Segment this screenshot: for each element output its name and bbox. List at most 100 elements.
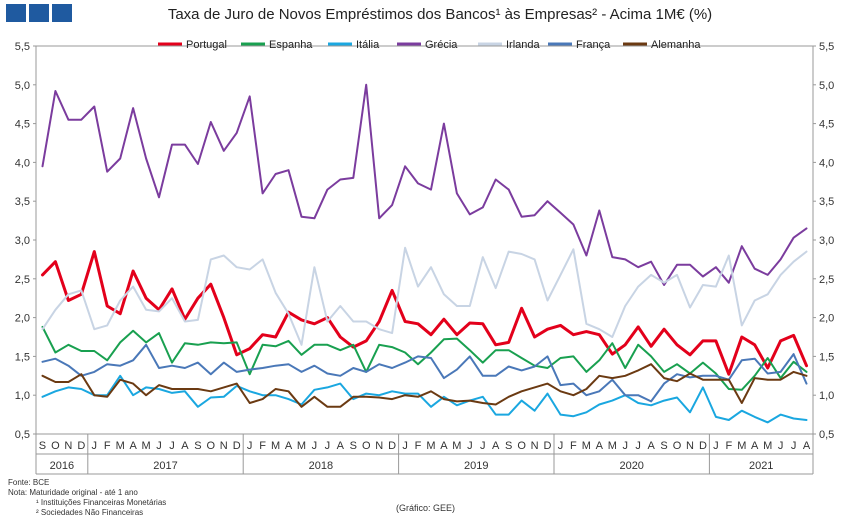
legend-label: Itália <box>356 39 380 51</box>
y-tick-label-right: 4,0 <box>819 157 834 169</box>
y-tick-label-left: 2,5 <box>15 274 30 286</box>
y-tick-label-right: 5,0 <box>819 80 834 92</box>
x-month-label: J <box>622 440 628 452</box>
x-month-label: S <box>194 440 201 452</box>
footnote-source: Fonte: BCE <box>8 478 50 487</box>
x-month-label: M <box>116 440 125 452</box>
x-month-label: A <box>647 440 655 452</box>
x-month-label: M <box>452 440 461 452</box>
chart-credit: (Gráfico: GEE) <box>396 503 456 513</box>
logo-block <box>52 4 72 22</box>
x-month-label: O <box>362 440 371 452</box>
x-year-label: 2016 <box>50 460 74 472</box>
logo-block <box>29 4 49 22</box>
x-month-label: J <box>92 440 98 452</box>
y-tick-label-right: 3,5 <box>819 196 834 208</box>
footnote-2: ² Sociedades Não Financeiras <box>36 508 144 517</box>
x-month-label: A <box>803 440 811 452</box>
x-month-label: A <box>751 440 759 452</box>
x-month-label: A <box>492 440 500 452</box>
legend-label: Espanha <box>269 39 313 51</box>
x-month-label: D <box>233 440 241 452</box>
series-line-portugal <box>41 250 808 376</box>
x-month-label: J <box>312 440 318 452</box>
x-month-label: M <box>763 440 772 452</box>
y-tick-label-left: 5,0 <box>15 80 30 92</box>
y-tick-label-right: 0,5 <box>819 429 834 441</box>
legend-label: Portugal <box>186 39 227 51</box>
logo-block <box>6 4 26 22</box>
series-line-franca <box>41 343 808 403</box>
y-tick-label-left: 4,5 <box>15 119 30 131</box>
x-month-label: F <box>570 440 577 452</box>
y-tick-label-right: 3,0 <box>819 235 834 247</box>
x-month-label: J <box>156 440 162 452</box>
x-month-label: M <box>297 440 306 452</box>
y-tick-label-left: 3,5 <box>15 196 30 208</box>
y-tick-label-left: 4,0 <box>15 157 30 169</box>
x-month-label: F <box>415 440 422 452</box>
x-month-label: J <box>402 440 408 452</box>
y-tick-label-left: 5,5 <box>15 41 30 53</box>
x-year-label: 2019 <box>464 460 488 472</box>
series-line-alemanha <box>41 363 808 408</box>
legend-label: Alemanha <box>651 39 701 51</box>
y-tick-label-right: 2,5 <box>819 274 834 286</box>
x-month-label: A <box>181 440 189 452</box>
x-month-label: J <box>169 440 175 452</box>
x-month-label: M <box>141 440 150 452</box>
y-tick-label-right: 1,0 <box>819 390 834 402</box>
y-tick-label-left: 3,0 <box>15 235 30 247</box>
y-tick-label-right: 2,0 <box>819 313 834 325</box>
x-month-label: O <box>517 440 526 452</box>
footnote-maturity: Nota: Maturidade original - até 1 ano <box>8 488 138 497</box>
x-month-label: J <box>480 440 486 452</box>
x-month-label: A <box>285 440 293 452</box>
y-tick-label-right: 5,5 <box>819 41 834 53</box>
x-month-label: J <box>778 440 784 452</box>
x-month-label: M <box>582 440 591 452</box>
x-year-label: 2020 <box>619 460 643 472</box>
x-month-label: J <box>247 440 253 452</box>
x-month-label: J <box>791 440 797 452</box>
y-tick-label-left: 1,0 <box>15 390 30 402</box>
footnote-1: ¹ Instituições Financeiras Monetárias <box>36 498 167 507</box>
x-month-label: N <box>220 440 228 452</box>
x-month-label: J <box>635 440 641 452</box>
series-line-italia <box>41 374 808 424</box>
y-tick-label-left: 1,5 <box>15 351 30 363</box>
x-month-label: F <box>104 440 111 452</box>
x-month-label: A <box>129 440 137 452</box>
y-tick-label-right: 4,5 <box>819 119 834 131</box>
y-tick-label-left: 2,0 <box>15 313 30 325</box>
x-month-label: J <box>558 440 564 452</box>
x-month-label: S <box>350 440 357 452</box>
x-month-label: N <box>686 440 694 452</box>
x-month-label: F <box>725 440 732 452</box>
x-month-label: F <box>259 440 266 452</box>
legend-label: Irlanda <box>506 39 541 51</box>
x-month-label: D <box>699 440 707 452</box>
x-month-label: S <box>660 440 667 452</box>
x-month-label: O <box>673 440 682 452</box>
x-month-label: A <box>337 440 345 452</box>
x-month-label: A <box>440 440 448 452</box>
x-year-label: 2017 <box>153 460 177 472</box>
legend-label: Grécia <box>425 39 458 51</box>
x-year-label: 2018 <box>309 460 333 472</box>
x-month-label: O <box>207 440 216 452</box>
x-month-label: M <box>608 440 617 452</box>
legend-label: França <box>576 39 611 51</box>
x-month-label: M <box>737 440 746 452</box>
x-month-label: S <box>505 440 512 452</box>
x-month-label: N <box>64 440 72 452</box>
x-month-label: J <box>467 440 473 452</box>
x-month-label: D <box>544 440 552 452</box>
x-month-label: A <box>596 440 604 452</box>
x-month-label: O <box>51 440 60 452</box>
series-line-grecia <box>41 83 808 286</box>
x-month-label: S <box>39 440 46 452</box>
x-month-label: D <box>388 440 396 452</box>
y-tick-label-left: 0,5 <box>15 429 30 441</box>
